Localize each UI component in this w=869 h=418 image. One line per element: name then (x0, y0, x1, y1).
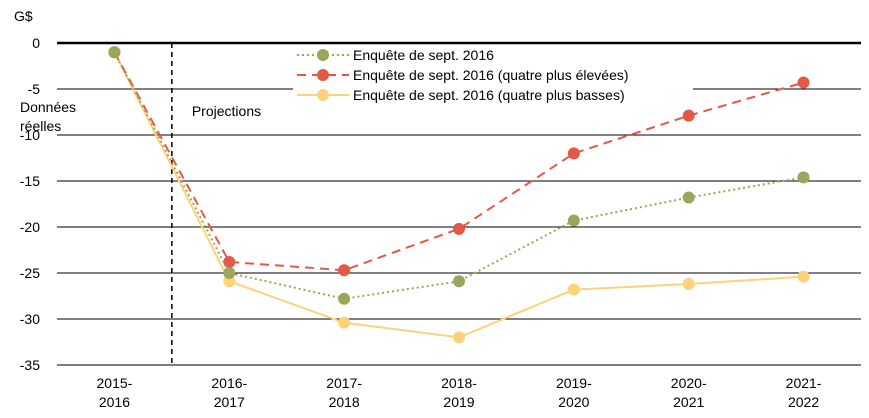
series-group (108, 46, 810, 344)
data-point (682, 191, 695, 204)
data-point (453, 222, 465, 235)
data-point (797, 171, 810, 184)
legend-background (293, 66, 693, 84)
legend-background (293, 86, 693, 104)
x-tick-label: 2016- (211, 375, 247, 391)
data-point (567, 214, 580, 227)
projections-annotation: Projections (192, 103, 261, 119)
y-tick-label: -20 (20, 219, 40, 235)
y-tick-label: -25 (20, 265, 40, 281)
x-tick-label: 2019- (556, 375, 592, 391)
x-tick-label: 2018 (329, 394, 360, 410)
legend-marker (317, 69, 329, 81)
data-point (797, 270, 810, 283)
legend: Enquête de sept. 2016 Enquête de sept. 20… (293, 46, 693, 104)
data-point (453, 331, 465, 344)
data-point (338, 264, 351, 277)
legend-entry: Enquête de sept. 2016 (293, 46, 693, 64)
data-point (223, 267, 236, 279)
legend-marker (317, 89, 329, 101)
x-tick-label: 2019 (443, 394, 474, 410)
data-point (108, 46, 121, 59)
data-point (338, 316, 351, 329)
data-point (797, 76, 810, 89)
y-tick-label: 0 (32, 35, 40, 51)
y-tick-label: -5 (28, 81, 41, 97)
x-tick-label: 2020- (671, 375, 707, 391)
legend-marker (317, 49, 329, 61)
x-tick-label: 2017- (326, 375, 362, 391)
data-point (567, 147, 580, 160)
y-tick-label: -35 (20, 357, 40, 373)
legend-label: Enquête de sept. 2016 (quatre plus élevé… (353, 67, 629, 83)
series-line (113, 51, 804, 272)
actual-data-annotation-line1: Données (20, 99, 76, 115)
legend-label: Enquête de sept. 2016 (353, 47, 494, 63)
legend-entry: Enquête de sept. 2016 (quatre plus élevé… (293, 66, 693, 84)
y-axis-ticks: 0 -5 -10 -15 -20 -25 -30 -35 (20, 35, 40, 373)
data-point (682, 278, 695, 291)
legend-label: Enquête de sept. 2016 (quatre plus basse… (353, 87, 625, 103)
data-point (567, 283, 580, 296)
y-tick-label: -30 (20, 311, 40, 327)
data-point (223, 255, 236, 268)
y-axis-label: G$ (14, 8, 33, 24)
y-tick-label: -10 (20, 127, 40, 143)
legend-entry: Enquête de sept. 2016 (quatre plus basse… (293, 86, 693, 104)
x-tick-label: 2017 (214, 394, 245, 410)
x-axis-ticks: 2015- 2016 2016- 2017 2017- 2018 2018- 2019 2019… (97, 375, 822, 410)
series-0 (108, 46, 810, 305)
legend-background (293, 46, 693, 64)
actual-data-annotation-line2: réelles (20, 118, 61, 134)
x-tick-label: 2020 (558, 394, 589, 410)
data-point (682, 109, 695, 122)
x-tick-label: 2021- (786, 375, 822, 391)
data-point (453, 275, 465, 288)
x-tick-label: 2016 (99, 394, 130, 410)
y-tick-label: -15 (20, 173, 40, 189)
x-tick-label: 2021 (673, 394, 704, 410)
data-point (338, 292, 351, 305)
data-point (223, 275, 236, 288)
x-tick-label: 2022 (788, 394, 819, 410)
x-tick-label: 2015- (97, 375, 133, 391)
x-tick-label: 2018- (441, 375, 477, 391)
